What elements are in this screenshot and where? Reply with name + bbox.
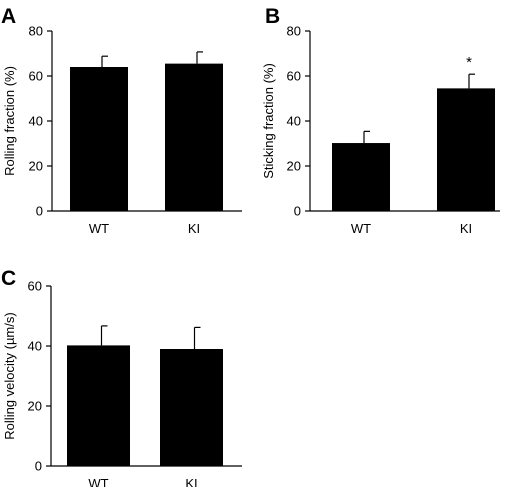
y-axis-label: Rolling velocity (µm/s) <box>2 312 17 439</box>
significance-marker: * <box>466 54 472 71</box>
y-axis-label: Sticking fraction (%) <box>261 63 276 179</box>
y-tick-label: 0 <box>294 204 301 219</box>
bar-wt <box>67 345 130 466</box>
panel-c: C 0 20 40 60 Rolling velocity (µm/s) WT KI <box>1 267 242 487</box>
y-tick-label: 20 <box>29 159 43 174</box>
y-tick-label: 40 <box>28 339 42 354</box>
y-tick-label: 40 <box>287 114 301 129</box>
y-tick-label: 20 <box>287 159 301 174</box>
panel-a: A 0 20 40 60 80 Rolling fraction (%) WT KI <box>1 5 242 236</box>
y-tick-label: 80 <box>29 24 43 39</box>
panel-letter: A <box>1 5 16 28</box>
x-tick-label: WT <box>351 221 371 236</box>
x-tick-label: KI <box>188 221 200 236</box>
x-tick-label: WT <box>88 476 108 487</box>
y-tick-label: 60 <box>29 69 43 84</box>
x-tick-label: KI <box>460 221 472 236</box>
x-tick-label: KI <box>185 476 197 487</box>
bar-ki <box>160 349 223 466</box>
y-tick-label: 0 <box>35 459 42 474</box>
y-tick-label: 60 <box>287 69 301 84</box>
bar-ki <box>437 88 495 211</box>
bar-wt <box>70 67 128 211</box>
y-axis-label: Rolling fraction (%) <box>2 66 17 176</box>
panel-letter: B <box>265 5 280 28</box>
bar-wt <box>332 143 390 211</box>
y-tick-label: 0 <box>36 204 43 219</box>
panel-b: B 0 20 40 60 80 Sticking fraction (%) WT KI * <box>261 5 500 236</box>
y-tick-label: 80 <box>287 24 301 39</box>
panel-letter: C <box>1 267 16 290</box>
y-tick-label: 20 <box>28 399 42 414</box>
bar-ki <box>165 63 223 211</box>
y-tick-label: 60 <box>28 279 42 294</box>
x-tick-label: WT <box>89 221 109 236</box>
y-tick-label: 40 <box>29 114 43 129</box>
